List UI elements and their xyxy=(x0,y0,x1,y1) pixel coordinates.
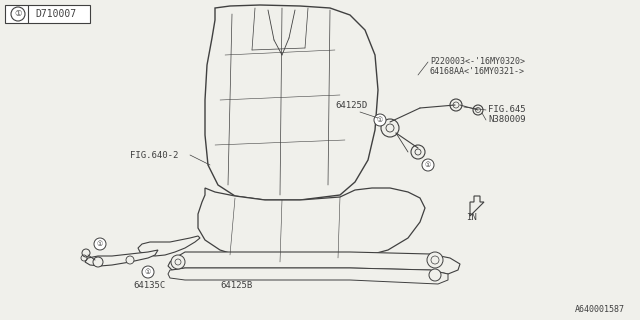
Text: N380009: N380009 xyxy=(488,116,525,124)
Text: 64125D: 64125D xyxy=(335,100,367,109)
Polygon shape xyxy=(138,236,200,256)
Polygon shape xyxy=(198,188,425,262)
Circle shape xyxy=(381,119,399,137)
Bar xyxy=(5,5,90,23)
Polygon shape xyxy=(205,5,378,200)
Circle shape xyxy=(94,238,106,250)
Circle shape xyxy=(429,269,441,281)
Text: FIG.645: FIG.645 xyxy=(488,106,525,115)
Text: 64125B: 64125B xyxy=(220,281,252,290)
Text: A640001587: A640001587 xyxy=(575,305,625,314)
Polygon shape xyxy=(168,252,460,274)
Circle shape xyxy=(93,257,103,267)
Text: IN: IN xyxy=(466,213,477,222)
Polygon shape xyxy=(85,250,158,266)
Text: ①: ① xyxy=(97,241,103,247)
Text: 64135C: 64135C xyxy=(133,281,165,290)
Circle shape xyxy=(82,249,90,257)
Text: ①: ① xyxy=(377,117,383,123)
Circle shape xyxy=(411,145,425,159)
Circle shape xyxy=(473,105,483,115)
Circle shape xyxy=(142,266,154,278)
Text: ①: ① xyxy=(425,162,431,168)
Text: D710007: D710007 xyxy=(35,9,77,19)
Text: 64168AA<'16MY0321->: 64168AA<'16MY0321-> xyxy=(430,68,525,76)
Text: FIG.640-2: FIG.640-2 xyxy=(130,150,179,159)
Circle shape xyxy=(427,252,443,268)
Circle shape xyxy=(126,256,134,264)
Circle shape xyxy=(422,159,434,171)
Circle shape xyxy=(450,99,462,111)
Circle shape xyxy=(171,255,185,269)
Circle shape xyxy=(11,7,25,21)
Text: ①: ① xyxy=(145,269,151,275)
Text: ①: ① xyxy=(14,10,22,19)
Polygon shape xyxy=(470,196,484,216)
Text: P220003<-'16MY0320>: P220003<-'16MY0320> xyxy=(430,58,525,67)
Circle shape xyxy=(374,114,386,126)
Polygon shape xyxy=(168,268,448,284)
